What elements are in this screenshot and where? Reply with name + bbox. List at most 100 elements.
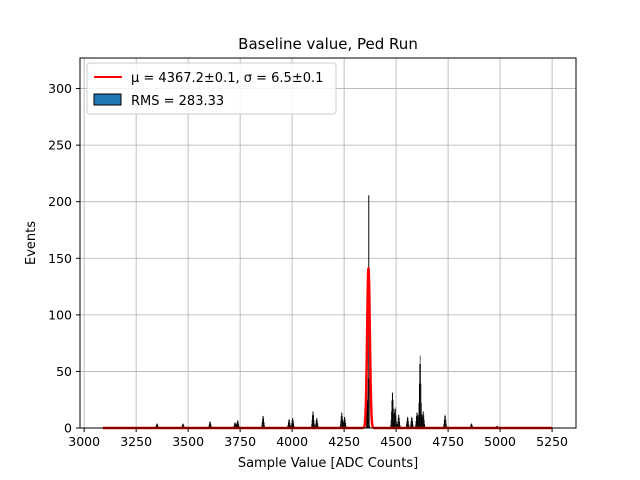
histogram-bar <box>398 414 399 428</box>
histogram-bar <box>412 421 413 428</box>
histogram-bar <box>317 420 318 428</box>
histogram-bar <box>235 424 237 428</box>
histogram-bar <box>312 411 314 428</box>
histogram-bar <box>293 423 294 428</box>
histogram-bar <box>288 418 290 428</box>
histogram-bar <box>315 425 316 428</box>
histogram-bar <box>407 416 408 428</box>
y-tick-label: 100 <box>48 307 72 322</box>
histogram-bar <box>422 414 423 428</box>
histogram-bar <box>290 424 291 428</box>
histogram-bar <box>392 392 393 428</box>
histogram-bar <box>422 411 424 428</box>
histogram-bar <box>445 419 447 428</box>
plot-frame <box>79 57 577 429</box>
histogram-bar <box>410 421 412 428</box>
histogram-bar <box>398 414 400 428</box>
histogram-bar <box>261 422 263 428</box>
histogram-bar <box>234 423 235 428</box>
histogram-bar <box>443 423 445 428</box>
histogram-bar <box>344 416 345 428</box>
chart-title: Baseline value, Ped Run <box>238 35 418 53</box>
histogram-bar <box>311 420 313 428</box>
histogram-bar <box>396 424 398 428</box>
histogram-bar <box>393 413 395 428</box>
histogram-bar <box>237 420 239 428</box>
histogram-bar <box>392 399 394 428</box>
histogram-bar <box>407 418 409 428</box>
histogram-bar <box>291 423 292 428</box>
legend-hist-swatch <box>93 93 122 106</box>
legend-fit-label: μ = 4367.2±0.1, σ = 6.5±0.1 <box>131 71 323 86</box>
x-tick-label: 4250 <box>328 434 360 449</box>
histogram-bar <box>443 419 445 428</box>
histogram-bar <box>397 421 398 428</box>
x-axis-label: Sample Value [ADC Counts] <box>238 456 418 471</box>
histogram-bar <box>182 424 183 428</box>
histogram-bar <box>421 403 422 428</box>
histogram-bar <box>311 424 312 428</box>
histogram-bar <box>393 408 394 428</box>
histogram-bar <box>444 414 446 428</box>
x-tick-label: 4750 <box>432 434 464 449</box>
histogram-bar <box>343 421 344 428</box>
histogram-bar <box>396 421 397 428</box>
histogram-bar <box>235 423 237 428</box>
histogram-bar <box>292 418 294 428</box>
histogram-bar <box>416 412 418 428</box>
histogram-bar <box>396 424 398 428</box>
histogram-bar <box>314 424 315 428</box>
histogram-bar <box>236 423 237 428</box>
histogram-bar <box>315 423 317 428</box>
axes: 3000 3250 3500 3750 4000 4250 4500 4750 5000 5250… <box>48 57 577 449</box>
histogram-bar <box>406 421 408 428</box>
histogram-bar <box>423 411 424 428</box>
histogram-bar <box>471 423 472 428</box>
histogram-bar <box>418 403 420 428</box>
histogram-bar <box>288 420 289 428</box>
histogram-bar <box>470 424 472 428</box>
histogram-bar <box>313 420 315 428</box>
histogram-bar <box>416 412 418 428</box>
histogram-bar <box>156 423 158 428</box>
histogram-bar <box>289 422 291 428</box>
histogram-bar <box>444 416 445 428</box>
histogram-bar <box>317 423 319 428</box>
histogram-bar <box>262 415 264 428</box>
histogram-bar <box>419 355 421 428</box>
histogram-bar <box>236 421 238 428</box>
histogram-bar <box>471 424 473 428</box>
histogram-bar <box>316 418 318 428</box>
histogram-bar <box>391 400 393 428</box>
histogram-bar <box>399 417 400 428</box>
histogram-bar <box>446 423 447 428</box>
histogram-bar <box>367 378 369 428</box>
legend: μ = 4367.2±0.1, σ = 6.5±0.1 RMS = 283.33 <box>86 62 337 115</box>
x-tick-label: 3500 <box>172 434 204 449</box>
histogram-bar <box>234 422 236 428</box>
histogram-bar <box>315 420 317 428</box>
histogram-bar <box>261 425 262 428</box>
x-tick-label: 3750 <box>224 434 256 449</box>
histogram-bar <box>395 415 397 428</box>
histogram-bar <box>290 425 292 428</box>
histogram-bar <box>209 422 210 428</box>
legend-hist-label: RMS = 283.33 <box>131 94 224 109</box>
histogram-bar <box>263 415 264 428</box>
histogram-bar <box>156 423 158 428</box>
histogram-bar <box>470 423 472 428</box>
histogram-bar <box>410 424 411 428</box>
histogram-bar <box>408 424 410 428</box>
histogram-bar <box>395 409 396 428</box>
histogram-bar <box>424 424 425 428</box>
histogram-bar <box>262 418 263 428</box>
histogram-bar <box>345 422 346 428</box>
histogram-bar <box>391 411 392 428</box>
histogram-bar <box>312 411 314 428</box>
histogram-bar <box>423 420 425 428</box>
histogram-bar <box>341 412 343 428</box>
histogram-bar <box>365 426 367 428</box>
histogram-bar <box>412 424 414 428</box>
histogram-bar <box>397 417 399 428</box>
histogram-bar <box>416 416 417 428</box>
